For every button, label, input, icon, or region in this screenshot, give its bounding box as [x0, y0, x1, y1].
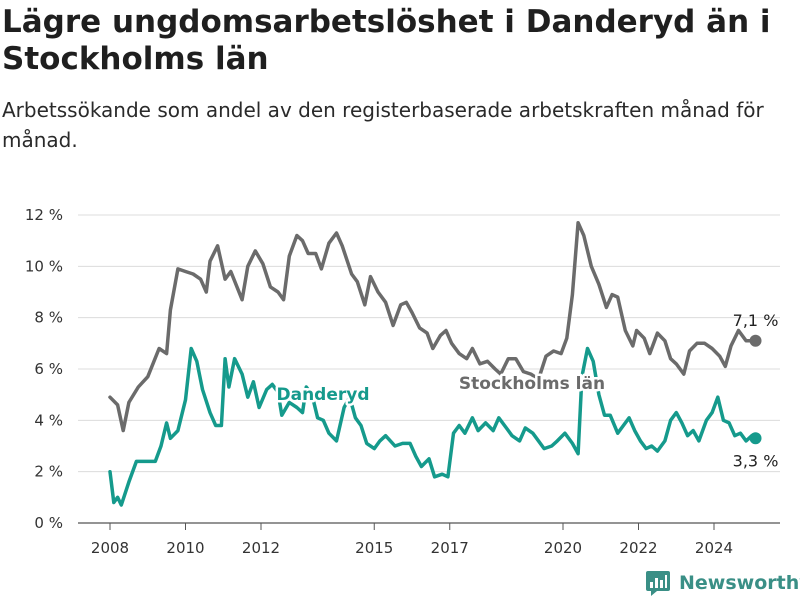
x-tick-label: 2008 — [91, 539, 129, 557]
series-label-danderyd: Danderyd — [276, 385, 369, 405]
series-label-halo: Stockholms län — [459, 374, 605, 394]
y-tick-label: 12 % — [25, 206, 63, 224]
y-axis-ticks: 0 % 2 % 4 % 6 % 8 % 10 % 12 % — [25, 206, 63, 532]
end-value-label-stockholms-l-n: 7,1 % — [733, 311, 779, 330]
x-tick-label: 2022 — [619, 539, 657, 557]
y-tick-label: 10 % — [25, 257, 63, 275]
end-value-label-danderyd: 3,3 % — [733, 451, 779, 470]
x-tick-label: 2012 — [242, 539, 280, 557]
y-tick-label: 6 % — [34, 360, 63, 378]
series-line-danderyd — [108, 346, 758, 507]
series-end-markers — [749, 334, 762, 445]
series-lines — [108, 220, 758, 507]
x-tick-label: 2017 — [431, 539, 469, 557]
x-tick-label: 2010 — [166, 539, 204, 557]
x-tick-label: 2015 — [355, 539, 393, 557]
newsworthy-logo-text: Newsworthy — [679, 572, 800, 594]
x-tick-label: 2020 — [544, 539, 582, 557]
y-grid — [78, 214, 780, 524]
series-line-stockholms-l-n — [108, 220, 758, 433]
y-tick-label: 0 % — [34, 514, 63, 532]
series-label-stockholms-l-n: Stockholms län — [459, 374, 605, 394]
x-tick-label: 2024 — [695, 539, 733, 557]
end-marker-stockholms-l-n — [749, 334, 762, 347]
page-title: Lägre ungdomsarbetslöshet i Danderyd än … — [2, 4, 771, 77]
x-axis: 2008 2010 2012 2015 2017 2020 2022 2024 — [91, 523, 733, 557]
y-tick-label: 8 % — [34, 309, 63, 327]
y-tick-label: 2 % — [34, 463, 63, 481]
newsworthy-logo-icon — [646, 571, 670, 596]
end-marker-danderyd — [749, 432, 762, 445]
page-subtitle: Arbetssökande som andel av den registerb… — [2, 98, 764, 152]
newsworthy-logo[interactable]: Newsworthy — [645, 568, 800, 598]
series-label-halo: Danderyd — [276, 385, 369, 405]
y-tick-label: 4 % — [34, 411, 63, 429]
